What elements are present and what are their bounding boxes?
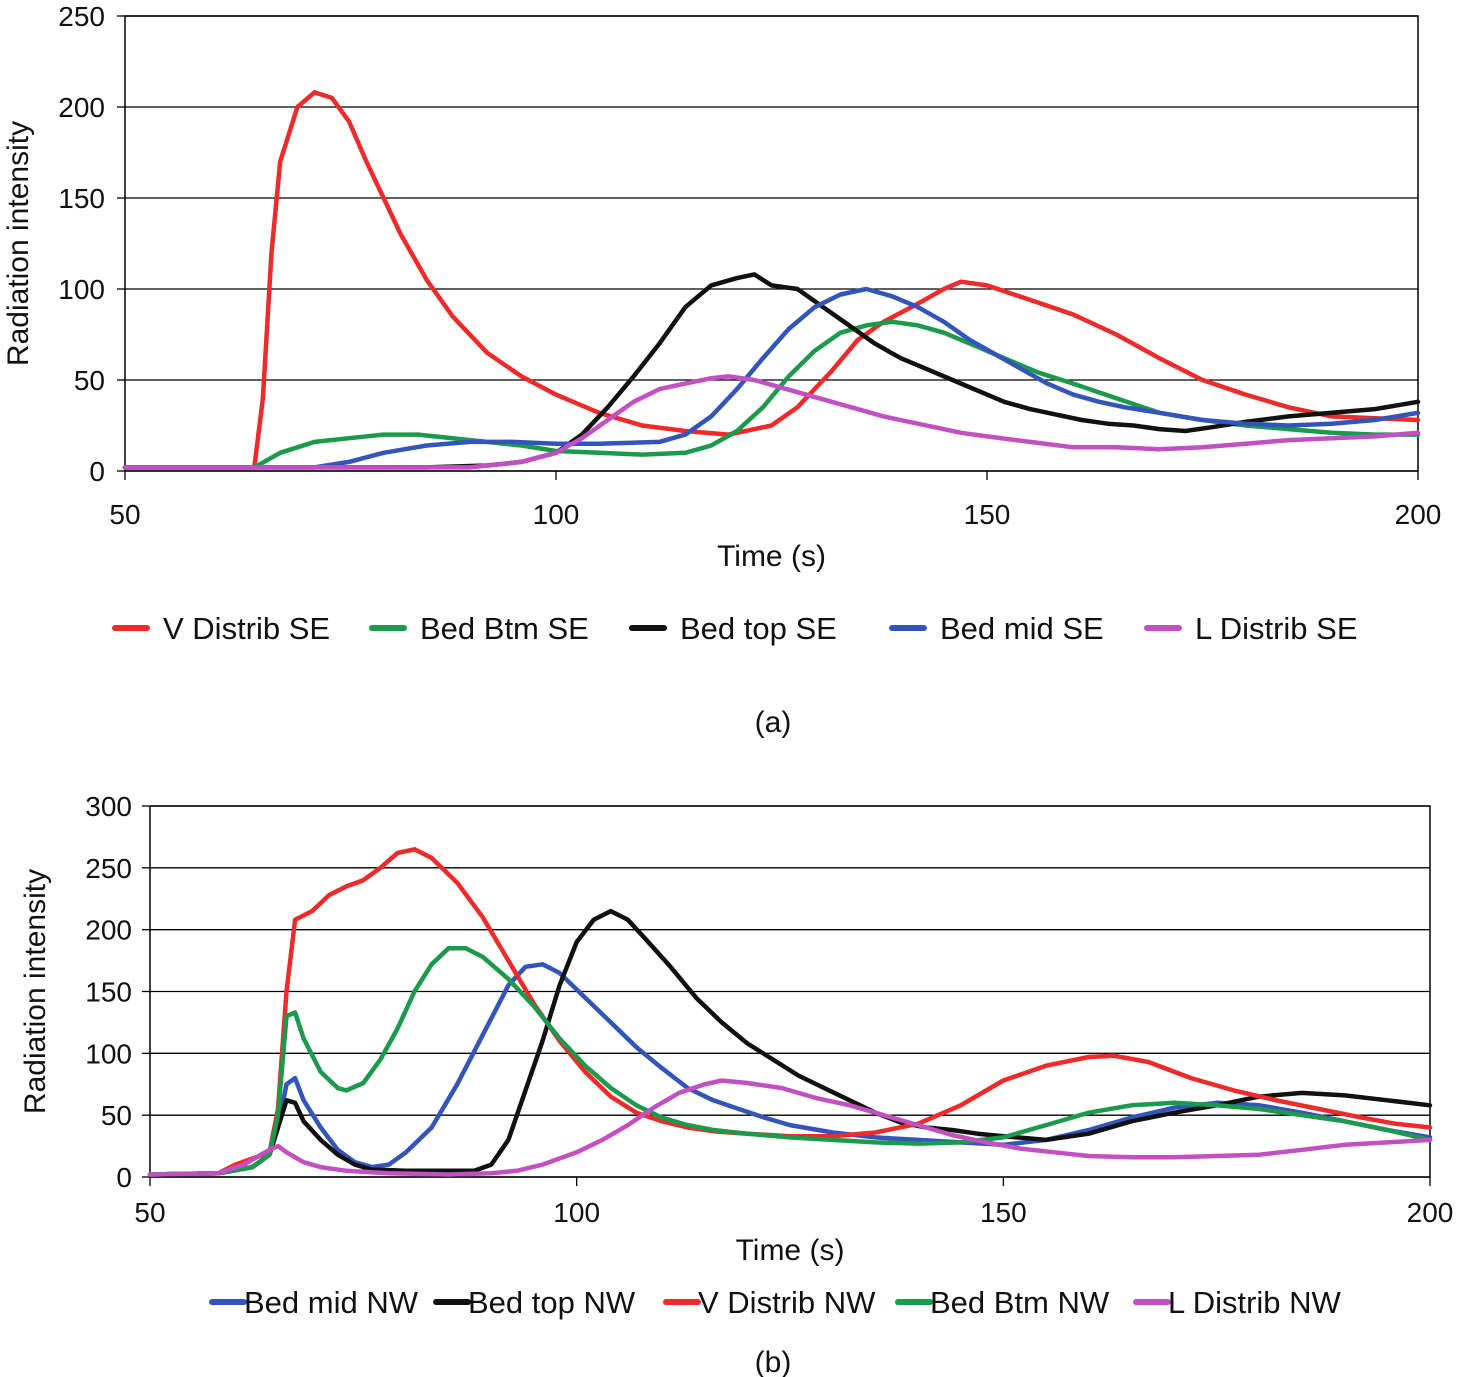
legend-label-bed-mid-se: Bed mid SE [940,611,1104,646]
y-tick-label: 50 [74,365,105,396]
series-line-v-distrib-nw [147,847,1433,1177]
legend-label-bed-top-se: Bed top SE [680,611,837,646]
series-line-l-distrib-nw [147,1078,1433,1177]
plot-frame [149,805,1431,1178]
y-tick-label: 150 [85,977,132,1008]
x-tick-label: 100 [553,1197,600,1228]
y-tick-label: 0 [116,1162,132,1193]
legend-label-bed-top-nw: Bed top NW [468,1285,636,1320]
x-tick-label: 50 [109,499,140,530]
plot-frame [124,15,1419,472]
y-tick-label: 150 [58,183,105,214]
panel-label: (a) [755,706,792,739]
x-tick-label: 150 [980,1197,1027,1228]
x-tick-label: 50 [134,1197,165,1228]
y-tick-label: 200 [58,92,105,123]
x-tick-label: 150 [964,499,1011,530]
legend-label-v-distrib-nw: V Distrib NW [698,1285,876,1320]
y-axis-label: Radiation intensity [19,869,52,1114]
series-line-bed-mid-nw [147,962,1433,1177]
y-tick-label: 0 [89,456,105,487]
series-line-l-distrib-se [122,374,1421,470]
x-tick-label: 100 [533,499,580,530]
legend-label-bed-mid-nw: Bed mid NW [244,1285,419,1320]
y-tick-label: 100 [58,274,105,305]
legend-label-l-distrib-nw: L Distrib NW [1168,1285,1342,1320]
y-axis-label: Radiation intensity [2,121,35,366]
legend-label-bed-btm-se: Bed Btm SE [420,611,589,646]
x-axis-label: Time (s) [736,1234,845,1267]
legend-label-v-distrib-se: V Distrib SE [163,611,330,646]
legend-label-l-distrib-se: L Distrib SE [1195,611,1358,646]
y-tick-label: 300 [85,791,132,822]
series-line-bed-btm-nw [147,945,1433,1177]
series-line-bed-mid-se [122,286,1421,470]
y-tick-label: 200 [85,915,132,946]
series-line-v-distrib-se [122,90,1421,470]
y-tick-label: 100 [85,1038,132,1069]
y-tick-label: 250 [58,1,105,32]
x-axis-label: Time (s) [717,540,826,573]
y-tick-label: 50 [101,1100,132,1131]
x-tick-label: 200 [1407,1197,1454,1228]
series-line-bed-top-nw [147,908,1433,1177]
panel-label: (b) [755,1346,792,1377]
y-tick-label: 250 [85,853,132,884]
legend-label-bed-btm-nw: Bed Btm NW [930,1285,1110,1320]
series-line-bed-top-se [122,272,1421,470]
x-tick-label: 200 [1395,499,1442,530]
